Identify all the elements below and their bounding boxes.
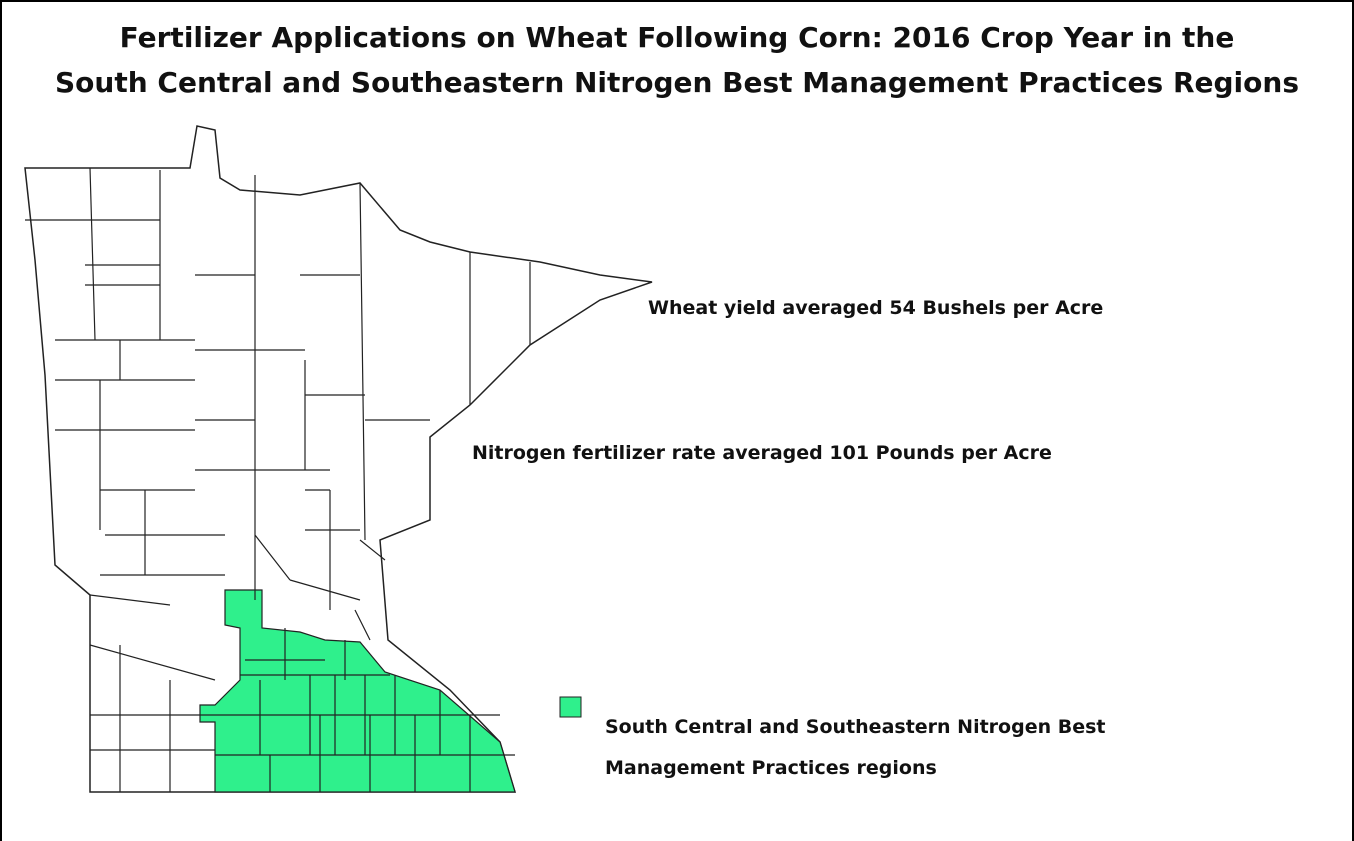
county-lines (25, 167, 531, 792)
region (199, 589, 516, 793)
legend-label: South Central and Southeastern Nitrogen … (605, 716, 1106, 738)
legend-label: Management Practices regions (605, 757, 937, 779)
state-outline (24, 125, 653, 793)
county-lines (215, 628, 515, 792)
title-line: South Central and Southeastern Nitrogen … (55, 66, 1299, 99)
title-line: Fertilizer Applications on Wheat Followi… (120, 21, 1235, 54)
legend-swatch (559, 696, 582, 718)
annotation: Nitrogen fertilizer rate averaged 101 Po… (472, 442, 1052, 464)
state-map (24, 125, 653, 793)
annotation: Wheat yield averaged 54 Bushels per Acre (648, 297, 1103, 319)
